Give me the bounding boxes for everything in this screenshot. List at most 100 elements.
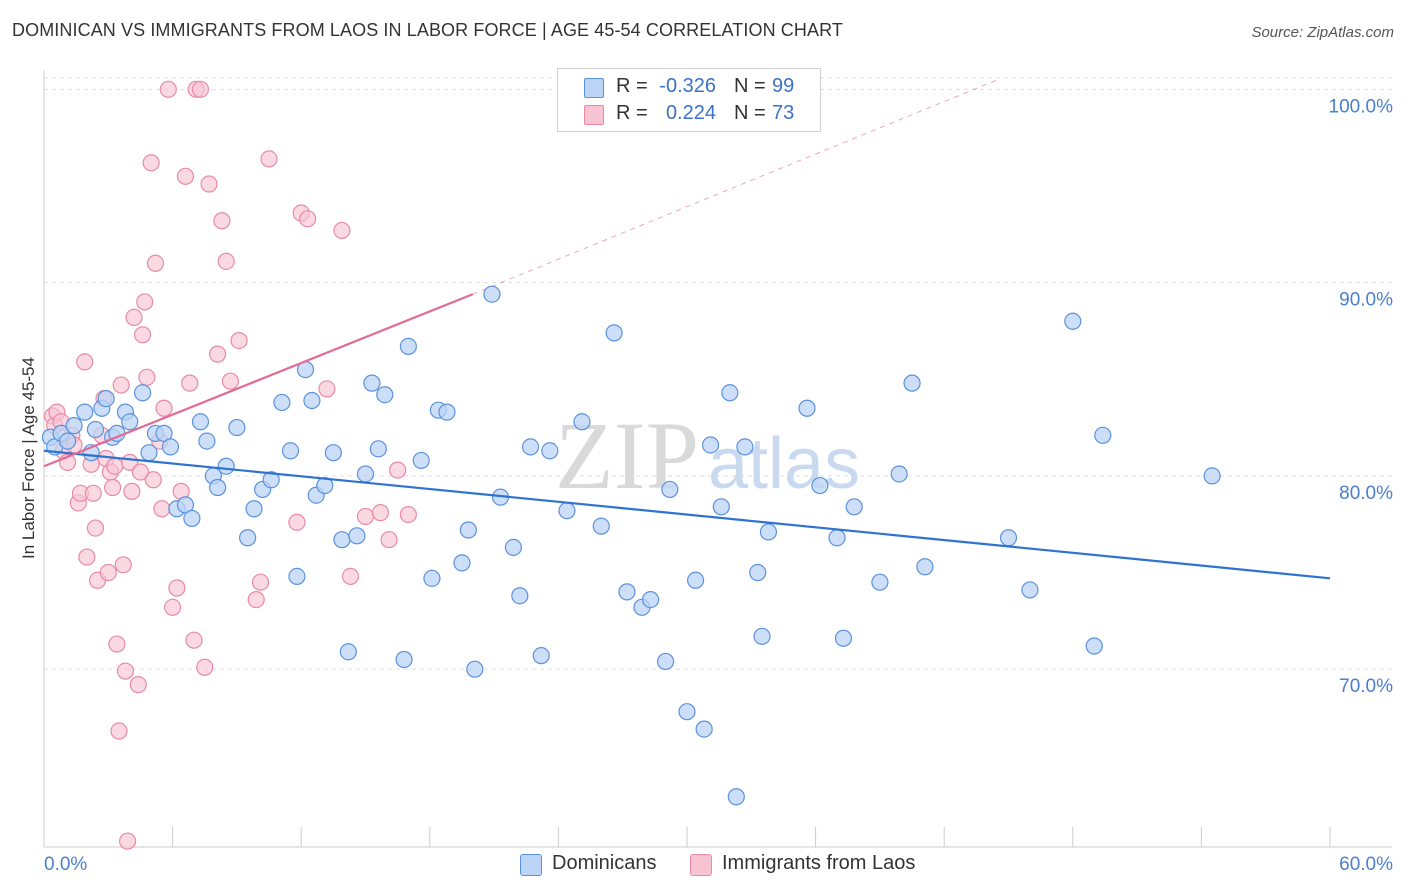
legend-r-label: R = xyxy=(616,75,648,97)
legend-row-dominicans: R = -0.326 N = 99 xyxy=(558,73,820,101)
legend-row-laos: R = 0.224 N = 73 xyxy=(558,100,820,128)
legend-swatch-blue xyxy=(584,78,604,98)
point-dominican xyxy=(511,587,529,605)
point-laos xyxy=(136,293,154,311)
legend-r-label: R = xyxy=(616,102,648,124)
point-laos xyxy=(142,154,160,172)
point-laos xyxy=(99,563,117,582)
point-laos xyxy=(217,252,235,270)
point-dominican xyxy=(736,438,754,456)
point-dominican xyxy=(333,531,351,549)
point-dominican xyxy=(423,569,441,587)
point-dominican xyxy=(324,444,342,462)
point-dominican xyxy=(753,627,771,645)
trend-layer xyxy=(43,79,1331,580)
point-laos xyxy=(133,326,152,344)
point-dominican xyxy=(504,538,522,557)
trend-line-laos-extension xyxy=(472,79,998,295)
point-laos xyxy=(333,221,351,240)
point-dominican xyxy=(1094,426,1112,444)
point-dominican xyxy=(656,652,675,671)
point-dominican xyxy=(641,590,660,609)
point-dominican xyxy=(339,643,357,661)
point-dominican xyxy=(592,517,610,535)
point-dominican xyxy=(97,389,115,408)
point-laos xyxy=(146,254,165,272)
point-laos xyxy=(112,376,130,394)
point-dominican xyxy=(1021,581,1039,599)
point-dominican xyxy=(871,573,889,591)
point-dominican xyxy=(890,465,908,483)
point-laos xyxy=(288,513,306,531)
point-dominican xyxy=(661,480,679,499)
point-laos xyxy=(110,722,128,740)
point-dominican xyxy=(239,529,257,547)
point-laos xyxy=(191,80,210,98)
point-dominican xyxy=(532,647,550,665)
point-dominican xyxy=(183,509,201,528)
point-laos xyxy=(196,658,214,676)
point-laos xyxy=(230,331,248,350)
point-dominican xyxy=(356,465,375,483)
chart-title: DOMINICAN VS IMMIGRANTS FROM LAOS IN LAB… xyxy=(12,20,843,40)
series-dominicans-points xyxy=(41,285,1221,806)
point-dominican xyxy=(245,500,263,518)
point-laos xyxy=(138,368,156,386)
point-dominican xyxy=(834,629,853,647)
point-laos xyxy=(213,212,231,230)
point-laos xyxy=(389,461,407,479)
point-laos xyxy=(103,478,122,497)
point-dominican xyxy=(303,391,321,410)
point-dominican xyxy=(363,374,381,392)
legend-n-label: N = xyxy=(734,102,766,124)
point-dominican xyxy=(65,417,83,435)
point-dominican xyxy=(759,523,778,541)
point-dominican xyxy=(573,413,591,431)
point-dominican xyxy=(376,386,394,404)
x-tick-label-max: 60.0% xyxy=(1339,854,1393,875)
point-dominican xyxy=(541,442,559,460)
point-dominican xyxy=(191,413,210,431)
point-laos xyxy=(181,374,199,392)
legend-swatch-pink xyxy=(584,105,604,125)
point-dominican xyxy=(727,788,745,806)
point-dominican xyxy=(395,650,413,669)
point-dominican xyxy=(605,324,623,342)
point-laos xyxy=(209,345,227,363)
x-tick-label-min: 0.0% xyxy=(44,854,87,875)
point-laos xyxy=(318,380,336,398)
point-laos xyxy=(116,662,135,680)
point-laos xyxy=(399,505,417,524)
point-dominican xyxy=(1203,467,1221,485)
point-dominican xyxy=(749,563,767,582)
point-dominican xyxy=(399,337,417,355)
point-dominican xyxy=(1064,312,1082,330)
point-dominican xyxy=(228,418,246,437)
y-tick-label: 90.0% xyxy=(1339,290,1393,311)
point-dominican xyxy=(161,438,180,456)
legend-swatch-dominicans xyxy=(520,854,542,876)
point-dominican xyxy=(916,558,934,576)
point-dominican xyxy=(348,527,366,545)
point-dominican xyxy=(198,432,216,450)
grid-layer xyxy=(44,77,1392,670)
point-dominican xyxy=(262,471,280,489)
point-laos xyxy=(260,150,278,168)
point-dominican xyxy=(999,529,1018,547)
y-axis-label: In Labor Force | Age 45-54 xyxy=(19,357,38,559)
legend-n-label: N = xyxy=(734,75,766,97)
point-dominican xyxy=(558,502,576,520)
point-laos xyxy=(106,457,124,475)
point-laos xyxy=(168,579,186,597)
y-tick-label: 100.0% xyxy=(1329,96,1394,117)
point-dominican xyxy=(133,384,152,402)
point-laos xyxy=(164,598,182,616)
point-laos xyxy=(371,504,390,522)
point-laos xyxy=(176,167,195,185)
point-dominican xyxy=(695,720,713,738)
point-laos xyxy=(299,210,317,228)
watermark-atlas: atlas xyxy=(708,424,860,504)
point-dominican xyxy=(86,420,105,439)
point-dominican xyxy=(209,478,227,497)
stats-legend: R = -0.326 N = 99 R = 0.224 N = 73 xyxy=(557,68,821,132)
